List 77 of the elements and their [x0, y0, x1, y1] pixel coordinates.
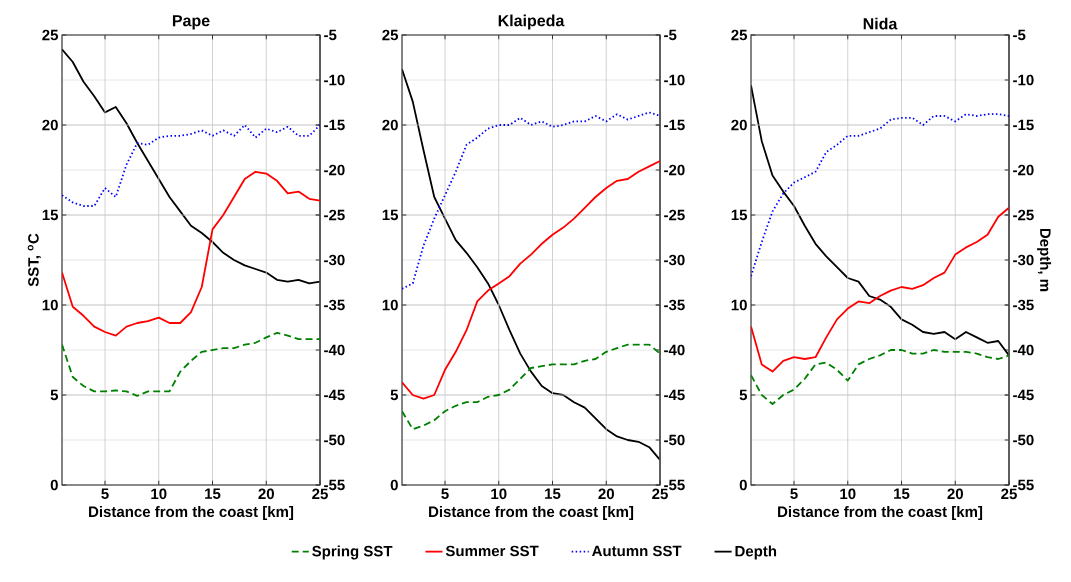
- y2-tick-label: -15: [664, 119, 685, 131]
- y-tick-label: 25: [382, 29, 399, 41]
- line-series: [62, 170, 321, 337]
- legend-label: Depth: [735, 545, 777, 560]
- y-tick-label: 15: [382, 209, 399, 221]
- y-tick-label: 15: [42, 209, 59, 221]
- x-tick-label: 20: [947, 488, 963, 500]
- y2-tick-label: -25: [1013, 209, 1034, 221]
- chart-title: Nida: [863, 17, 898, 30]
- y-tick-label: 25: [42, 29, 59, 41]
- y-tick-label: 0: [739, 479, 747, 491]
- y-tick-label: 0: [390, 479, 398, 491]
- y2-tick-label: -50: [664, 434, 685, 446]
- line-series: [402, 68, 661, 461]
- y2-tick-label: -30: [664, 254, 685, 266]
- y2-tick-label: -40: [324, 344, 345, 356]
- y2-tick-label: -10: [1013, 74, 1034, 86]
- y2-tick-label: -10: [664, 74, 685, 86]
- y2-tick-label: -45: [664, 389, 685, 401]
- y2-tick-label: -35: [664, 299, 685, 311]
- y2-tick-label: -50: [1013, 434, 1034, 446]
- x-tick-label: 5: [441, 488, 449, 499]
- y2-tick-label: -50: [324, 434, 345, 446]
- x-tick-label: 5: [101, 488, 109, 499]
- y2-tick-label: -45: [324, 389, 345, 401]
- y-tick-label: 15: [731, 209, 748, 221]
- x-axis-title: Distance from the coast [km]: [778, 506, 983, 520]
- y-tick-label: 25: [731, 29, 748, 41]
- y2-tick-label: -20: [324, 164, 345, 176]
- legend-label: Summer SST: [445, 545, 539, 557]
- y-tick-label: 20: [731, 119, 747, 131]
- y2-tick-label: -5: [1013, 29, 1026, 41]
- y-tick-label: 5: [50, 389, 59, 401]
- x-axis-title: Distance from the coast [km]: [429, 506, 634, 520]
- y-axis-title: SST, $^{o}$C: [27, 233, 41, 287]
- y-tick-label: 10: [42, 299, 58, 311]
- y2-tick-label: -5: [664, 29, 677, 41]
- y2-tick-label: -30: [324, 254, 345, 266]
- x-tick-label: 10: [840, 488, 856, 500]
- y2-tick-label: -20: [664, 164, 685, 176]
- y-tick-label: 10: [382, 299, 398, 311]
- y2-tick-label: -25: [324, 209, 345, 221]
- y2-tick-label: -45: [1013, 389, 1034, 401]
- y2-tick-label: -35: [1013, 299, 1034, 311]
- x-tick-label: 10: [491, 488, 507, 500]
- y2-tick-label: -15: [1013, 119, 1034, 131]
- y2-tick-label: -10: [324, 74, 345, 86]
- line-series: [751, 206, 1010, 373]
- y-tick-label: 20: [382, 119, 398, 131]
- x-tick-label: 15: [545, 488, 561, 499]
- y-tick-label: 5: [739, 389, 748, 401]
- legend-label: Spring SST: [312, 545, 393, 560]
- y-tick-label: 5: [390, 389, 399, 401]
- x-tick-label: 15: [205, 488, 221, 499]
- y2-axis-title: Depth, m: [1037, 228, 1052, 292]
- y2-tick-label: -25: [664, 209, 685, 221]
- line-series: [62, 124, 321, 207]
- x-tick-label: 15: [894, 488, 910, 499]
- legend-label: Autumn SST: [592, 545, 682, 557]
- y2-tick-label: -40: [1013, 344, 1034, 356]
- x-tick-label: 10: [151, 488, 167, 500]
- y2-tick-label: -20: [1013, 164, 1034, 176]
- y-tick-label: 0: [50, 479, 58, 491]
- y2-tick-label: -5: [324, 29, 337, 41]
- y2-tick-label: -40: [664, 344, 685, 356]
- line-series: [402, 160, 661, 400]
- chart-title: Klaipeda: [498, 14, 565, 30]
- x-tick-label: 20: [598, 488, 614, 500]
- x-axis-title: Distance from the coast [km]: [89, 506, 294, 520]
- y-tick-label: 20: [42, 119, 58, 131]
- x-tick-label: 20: [258, 488, 274, 500]
- y-tick-label: 10: [731, 299, 747, 311]
- y2-tick-label: -30: [1013, 254, 1034, 266]
- y2-tick-label: -35: [324, 299, 345, 311]
- chart-title: Pape: [172, 15, 210, 30]
- y2-tick-label: -15: [324, 119, 345, 131]
- x-tick-label: 5: [790, 488, 798, 499]
